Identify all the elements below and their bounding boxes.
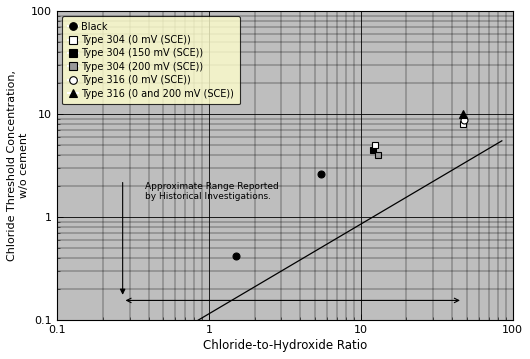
Y-axis label: Chloride Threshold Concentration,
w/o cement: Chloride Threshold Concentration, w/o ce… (7, 70, 29, 261)
Legend: Black, Type 304 (0 mV (SCE)), Type 304 (150 mV (SCE)), Type 304 (200 mV (SCE)), : Black, Type 304 (0 mV (SCE)), Type 304 (… (62, 16, 240, 104)
X-axis label: Chloride-to-Hydroxide Ratio: Chloride-to-Hydroxide Ratio (203, 339, 367, 352)
Text: Approximate Range Reported
by Historical Investigations.: Approximate Range Reported by Historical… (145, 182, 279, 201)
